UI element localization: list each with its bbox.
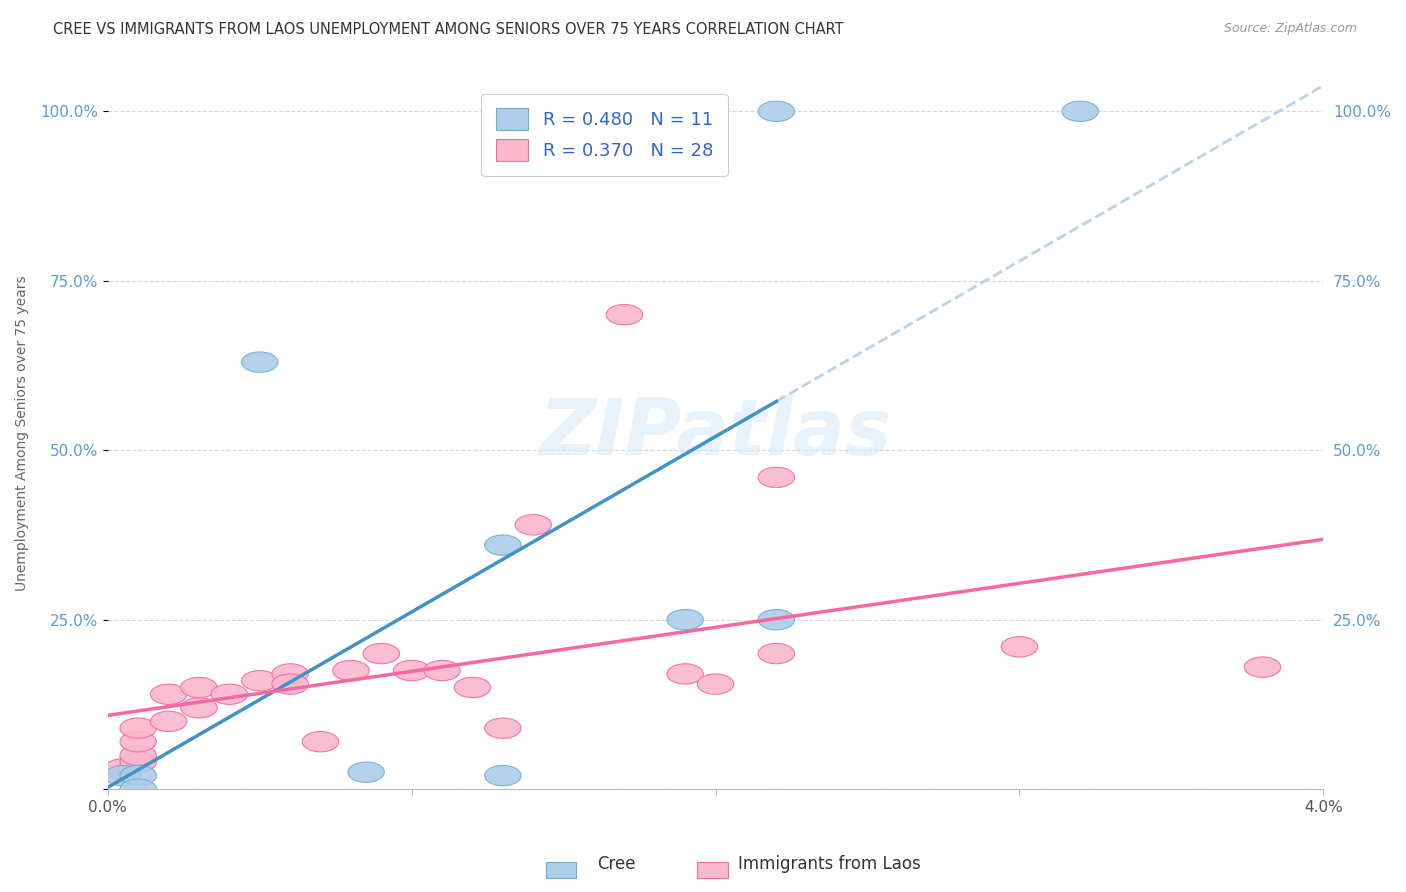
Y-axis label: Unemployment Among Seniors over 75 years: Unemployment Among Seniors over 75 years bbox=[15, 276, 30, 591]
Ellipse shape bbox=[150, 711, 187, 731]
Ellipse shape bbox=[302, 731, 339, 752]
Ellipse shape bbox=[242, 671, 278, 691]
Ellipse shape bbox=[485, 535, 522, 556]
Text: CREE VS IMMIGRANTS FROM LAOS UNEMPLOYMENT AMONG SENIORS OVER 75 YEARS CORRELATIO: CREE VS IMMIGRANTS FROM LAOS UNEMPLOYMEN… bbox=[53, 22, 844, 37]
Ellipse shape bbox=[666, 609, 703, 630]
Ellipse shape bbox=[423, 660, 460, 681]
Text: Cree: Cree bbox=[598, 855, 636, 872]
Ellipse shape bbox=[697, 674, 734, 694]
Ellipse shape bbox=[454, 677, 491, 698]
Ellipse shape bbox=[758, 609, 794, 630]
Ellipse shape bbox=[333, 660, 370, 681]
Ellipse shape bbox=[120, 745, 156, 765]
Text: Source: ZipAtlas.com: Source: ZipAtlas.com bbox=[1223, 22, 1357, 36]
Ellipse shape bbox=[347, 762, 384, 782]
Ellipse shape bbox=[105, 758, 141, 779]
Ellipse shape bbox=[485, 718, 522, 739]
Ellipse shape bbox=[120, 752, 156, 772]
Text: ZIPatlas: ZIPatlas bbox=[540, 395, 891, 471]
Ellipse shape bbox=[181, 698, 217, 718]
Legend: R = 0.480   N = 11, R = 0.370   N = 28: R = 0.480 N = 11, R = 0.370 N = 28 bbox=[481, 94, 728, 176]
Ellipse shape bbox=[150, 684, 187, 705]
Ellipse shape bbox=[120, 731, 156, 752]
Text: Immigrants from Laos: Immigrants from Laos bbox=[738, 855, 921, 872]
Ellipse shape bbox=[120, 779, 156, 799]
Ellipse shape bbox=[758, 643, 794, 664]
Ellipse shape bbox=[1244, 657, 1281, 677]
Ellipse shape bbox=[666, 664, 703, 684]
Ellipse shape bbox=[758, 101, 794, 121]
Ellipse shape bbox=[120, 718, 156, 739]
Ellipse shape bbox=[271, 674, 308, 694]
Ellipse shape bbox=[271, 664, 308, 684]
Ellipse shape bbox=[515, 515, 551, 535]
Ellipse shape bbox=[758, 467, 794, 488]
Ellipse shape bbox=[485, 765, 522, 786]
Ellipse shape bbox=[120, 765, 156, 786]
Ellipse shape bbox=[105, 765, 141, 786]
Ellipse shape bbox=[1001, 637, 1038, 657]
Ellipse shape bbox=[606, 304, 643, 325]
Ellipse shape bbox=[211, 684, 247, 705]
Ellipse shape bbox=[394, 660, 430, 681]
Ellipse shape bbox=[363, 643, 399, 664]
Ellipse shape bbox=[242, 352, 278, 372]
Ellipse shape bbox=[1062, 101, 1098, 121]
Ellipse shape bbox=[181, 677, 217, 698]
